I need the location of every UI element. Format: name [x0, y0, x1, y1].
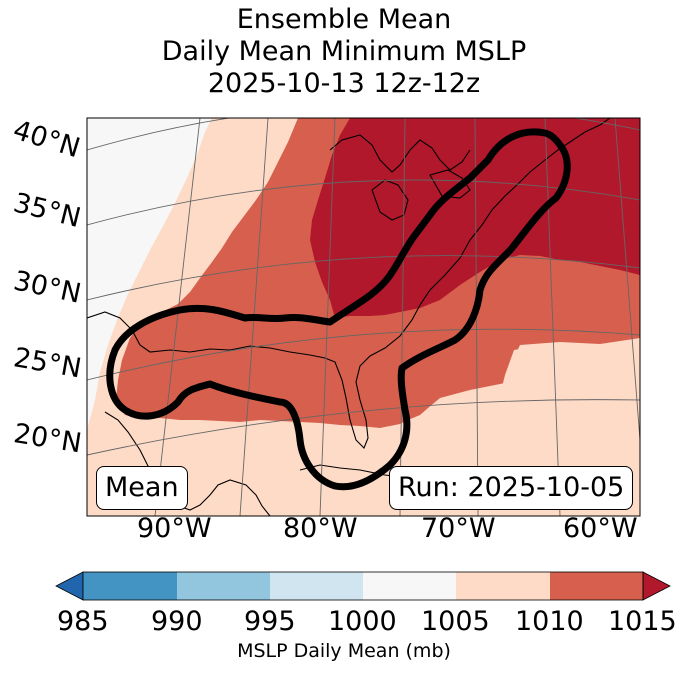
colorbar-under-extension: [55, 571, 84, 601]
lon-label-60w: 60°W: [563, 513, 638, 544]
colorbar-label: MSLP Daily Mean (mb): [237, 640, 451, 662]
colorbar-segment-1000-1005: [363, 572, 456, 600]
mean-label-box: Mean: [96, 466, 188, 510]
graticule: [87, 118, 640, 516]
colorbar-tick-995: 995: [244, 606, 296, 637]
colorbar-tick-985: 985: [57, 606, 109, 637]
colorbar-segment-985-990: [83, 572, 177, 600]
colorbar-tick-990: 990: [151, 606, 203, 637]
lon-label-70w: 70°W: [421, 513, 496, 544]
colorbar-segment-990-995: [177, 572, 270, 600]
colorbar-tick-1000: 1000: [328, 606, 397, 637]
colorbar-segment-1005-1010: [456, 572, 550, 600]
colorbar-segment-1010-1015: [550, 572, 643, 600]
lon-label-80w: 80°W: [283, 513, 358, 544]
colorbar: [55, 571, 671, 601]
colorbar-tick-1015: 1015: [608, 606, 677, 637]
ensemble-contour: [106, 128, 571, 491]
colorbar-segment-995-1000: [270, 572, 363, 600]
title-line-1: Ensemble Mean: [236, 4, 452, 35]
run-date-box: Run: 2025-10-05: [389, 466, 634, 510]
title-line-3: 2025-10-13 12z-12z: [207, 68, 481, 99]
colorbar-over-extension: [642, 571, 671, 601]
lon-label-90w: 90°W: [137, 513, 212, 544]
chart-title: Ensemble Mean Daily Mean Minimum MSLP 20…: [0, 4, 688, 100]
title-line-2: Daily Mean Minimum MSLP: [161, 36, 527, 67]
colorbar-frame: [82, 571, 644, 601]
colorbar-tick-1010: 1010: [515, 606, 584, 637]
pressure-field-1005-1010: [500, 342, 640, 485]
map-frame: [86, 117, 641, 517]
colorbar-tick-1005: 1005: [421, 606, 490, 637]
